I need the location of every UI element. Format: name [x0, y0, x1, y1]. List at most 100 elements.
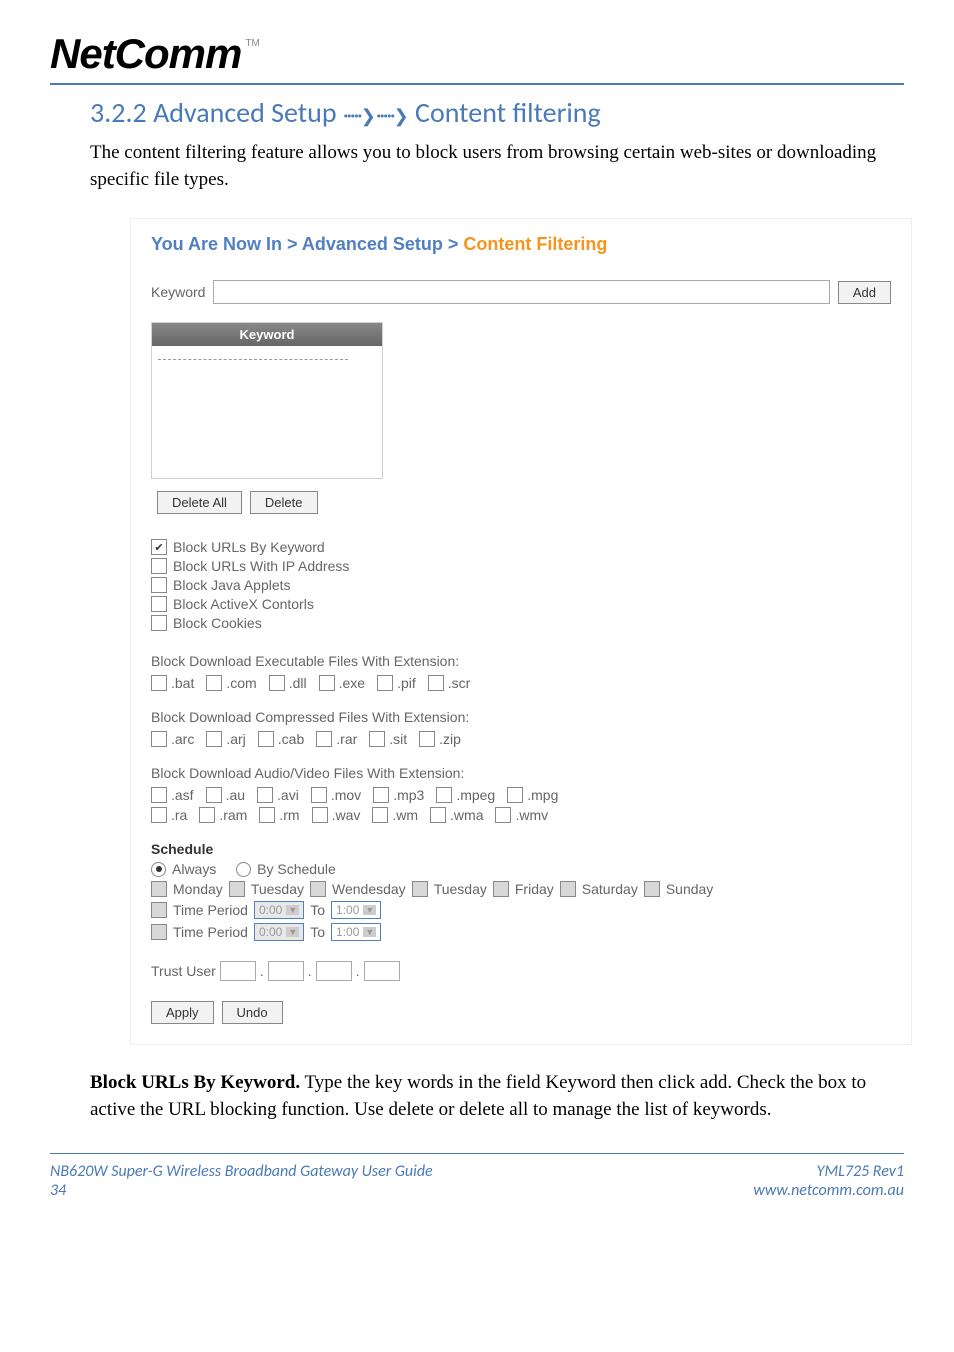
- dots-icon: ·····: [343, 101, 361, 128]
- time-val: 1:00: [336, 903, 359, 917]
- ext-label: .sit: [389, 731, 407, 747]
- ext-label: .avi: [277, 787, 299, 803]
- day-label: Wendesday: [332, 881, 406, 897]
- ip-oct-1[interactable]: [220, 961, 256, 981]
- checkbox-block-activex[interactable]: [151, 596, 167, 612]
- apply-button[interactable]: Apply: [151, 1001, 214, 1024]
- cb-dll[interactable]: [269, 675, 285, 691]
- time-from-1[interactable]: 0:00▼: [254, 901, 304, 919]
- undo-button[interactable]: Undo: [222, 1001, 283, 1024]
- cb-wmv[interactable]: [495, 807, 511, 823]
- keyword-label: Keyword: [151, 284, 205, 300]
- cb-zip[interactable]: [419, 731, 435, 747]
- checkbox-block-urls-keyword[interactable]: [151, 539, 167, 555]
- cb-sat[interactable]: [560, 881, 576, 897]
- cb-ram[interactable]: [199, 807, 215, 823]
- ext-label: .ra: [171, 807, 187, 823]
- ext-label: .com: [226, 675, 256, 691]
- cb-tp2[interactable]: [151, 924, 167, 940]
- radio-always[interactable]: [151, 862, 166, 877]
- add-button[interactable]: Add: [838, 281, 891, 304]
- footer-rev: YML725 Rev1: [753, 1162, 904, 1181]
- cb-wm[interactable]: [372, 807, 388, 823]
- day-label: Monday: [173, 881, 223, 897]
- cb-thu[interactable]: [412, 881, 428, 897]
- cb-wed[interactable]: [310, 881, 326, 897]
- av-row2: .ra .ram .rm .wav .wm .wma .wmv: [151, 807, 891, 823]
- section-heading: 3.2.2 Advanced Setup ·····❯·····❯ Conten…: [90, 95, 904, 130]
- cb-mpg[interactable]: [507, 787, 523, 803]
- radio-label: Always: [172, 861, 216, 877]
- screenshot-container: You Are Now In > Advanced Setup > Conten…: [130, 218, 912, 1045]
- cb-mov[interactable]: [311, 787, 327, 803]
- cb-rm[interactable]: [259, 807, 275, 823]
- checkbox-block-urls-ip[interactable]: [151, 558, 167, 574]
- delete-button[interactable]: Delete: [250, 491, 318, 514]
- cb-ra[interactable]: [151, 807, 167, 823]
- cb-fri[interactable]: [493, 881, 509, 897]
- av-row1: .asf .au .avi .mov .mp3 .mpeg .mpg: [151, 787, 891, 803]
- day-label: Sunday: [666, 881, 713, 897]
- ip-oct-4[interactable]: [364, 961, 400, 981]
- ip-oct-3[interactable]: [316, 961, 352, 981]
- cb-wav[interactable]: [312, 807, 328, 823]
- cb-label: Block ActiveX Contorls: [173, 596, 314, 612]
- cb-sit[interactable]: [369, 731, 385, 747]
- to-label: To: [310, 924, 325, 940]
- cb-exe[interactable]: [319, 675, 335, 691]
- footer-page-number: 34: [50, 1181, 433, 1200]
- cb-pif[interactable]: [377, 675, 393, 691]
- cb-tp1[interactable]: [151, 902, 167, 918]
- checkbox-block-cookies[interactable]: [151, 615, 167, 631]
- ip-oct-2[interactable]: [268, 961, 304, 981]
- radio-label: By Schedule: [257, 861, 336, 877]
- cb-sun[interactable]: [644, 881, 660, 897]
- time-from-2[interactable]: 0:00▼: [254, 923, 304, 941]
- ext-label: .mp3: [393, 787, 424, 803]
- keyword-table-head: Keyword: [152, 323, 382, 346]
- ext-label: .mov: [331, 787, 361, 803]
- cb-rar[interactable]: [316, 731, 332, 747]
- time-to-1[interactable]: 1:00▼: [331, 901, 381, 919]
- cb-wma[interactable]: [430, 807, 446, 823]
- time-to-2[interactable]: 1:00 ▼: [331, 923, 381, 941]
- ext-label: .pif: [397, 675, 416, 691]
- keyword-input[interactable]: [213, 280, 829, 304]
- heading-p1: Advanced Setup: [153, 95, 337, 130]
- time-val: 0:00: [259, 925, 282, 939]
- time-val: 1:00: [336, 925, 359, 939]
- logo: NetComm: [50, 30, 241, 78]
- bc-part: Advanced Setup: [302, 234, 443, 254]
- bc-part: You Are Now In: [151, 234, 282, 254]
- bc-active: Content Filtering: [463, 234, 607, 254]
- cb-label: Block URLs By Keyword: [173, 539, 325, 555]
- cb-arj[interactable]: [206, 731, 222, 747]
- ext-label: .rar: [336, 731, 357, 747]
- para2-bold: Block URLs By Keyword.: [90, 1072, 300, 1093]
- ext-label: .scr: [448, 675, 471, 691]
- cb-arc[interactable]: [151, 731, 167, 747]
- cb-cab[interactable]: [258, 731, 274, 747]
- cb-mon[interactable]: [151, 881, 167, 897]
- checkbox-block-java[interactable]: [151, 577, 167, 593]
- cb-bat[interactable]: [151, 675, 167, 691]
- cb-au[interactable]: [206, 787, 222, 803]
- cb-asf[interactable]: [151, 787, 167, 803]
- av-label: Block Download Audio/Video Files With Ex…: [151, 765, 891, 781]
- breadcrumb: You Are Now In > Advanced Setup > Conten…: [151, 234, 891, 255]
- cb-com[interactable]: [206, 675, 222, 691]
- cb-scr[interactable]: [428, 675, 444, 691]
- radio-byschedule[interactable]: [236, 862, 251, 877]
- cb-label: Block Cookies: [173, 615, 262, 631]
- dropdown-arrow-icon: ▼: [363, 927, 376, 937]
- dots-icon: ·····: [376, 101, 394, 128]
- cb-tue[interactable]: [229, 881, 245, 897]
- cb-mpeg[interactable]: [436, 787, 452, 803]
- ext-label: .arc: [171, 731, 194, 747]
- cb-mp3[interactable]: [373, 787, 389, 803]
- arrow-icon: ❯: [394, 105, 409, 127]
- cb-avi[interactable]: [257, 787, 273, 803]
- schedule-heading: Schedule: [151, 841, 891, 857]
- delete-all-button[interactable]: Delete All: [157, 491, 242, 514]
- ext-label: .mpg: [527, 787, 558, 803]
